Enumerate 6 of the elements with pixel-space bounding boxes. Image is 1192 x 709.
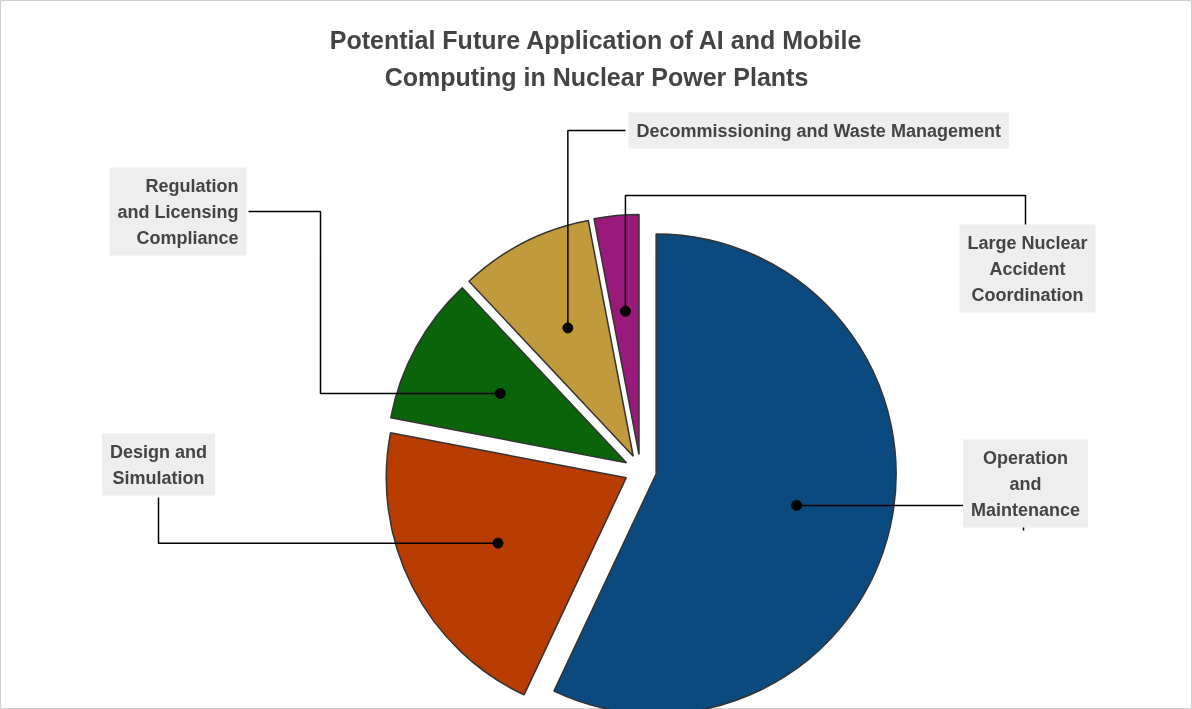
chart-title: Potential Future Application of AI and Mobile Computing in Nuclear Power Plants [329, 26, 862, 91]
slice-label: Decommissioning and Waste Management [636, 120, 1001, 141]
slice-label: Regulation and Licensing Compliance [117, 175, 239, 248]
slice-label: Design and Simulation [109, 441, 208, 488]
slice-label: Large Nuclear Accident Coordination [967, 232, 1088, 305]
slice-label: Operation and Maintenance [970, 447, 1081, 520]
